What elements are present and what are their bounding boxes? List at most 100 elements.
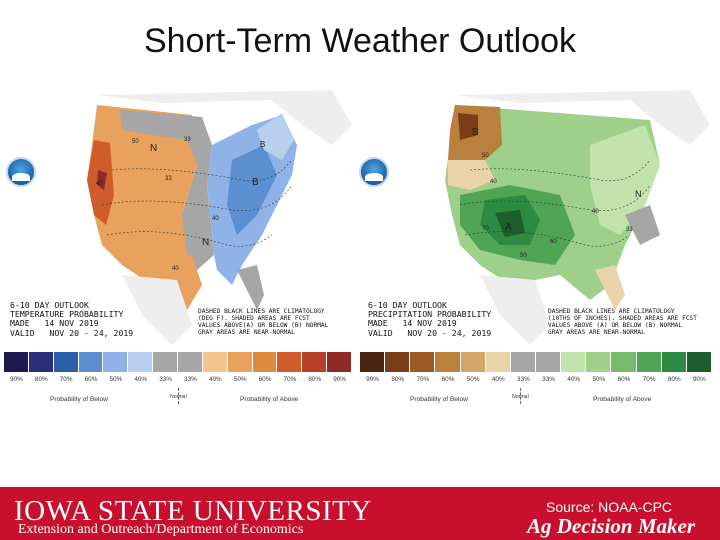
- scale-swatch: [636, 352, 662, 372]
- map-label: B: [252, 177, 259, 188]
- noaa-logo: [6, 157, 36, 187]
- scale-value-label: 70%: [642, 376, 656, 383]
- scale-swatch: [460, 352, 486, 372]
- scale-value-label: 60%: [258, 376, 272, 383]
- outlook-title: 6-10 DAY OUTLOOK: [10, 300, 89, 310]
- scale-swatch: [360, 352, 386, 372]
- university-logo-text: IOWA STATE UNIVERSITY: [14, 495, 372, 527]
- map-label: N: [202, 237, 209, 248]
- temperature-outlook-header: 6-10 DAY OUTLOOK TEMPERATURE PROBABILITY…: [10, 300, 133, 338]
- map-label: 50: [132, 139, 139, 145]
- scale-value-label: 90%: [10, 376, 23, 383]
- scale-swatch: [53, 352, 79, 372]
- map-label: B: [260, 140, 265, 149]
- scale-value-label: 90%: [693, 376, 706, 383]
- temperature-probability-color-scale: [4, 352, 353, 372]
- ag-decision-maker-brand: Ag Decision Maker: [527, 514, 695, 538]
- scale-swatch: [302, 352, 328, 372]
- source-credit: Source: NOAA-CPC: [546, 499, 673, 515]
- page-title: Short-Term Weather Outlook: [143, 22, 577, 60]
- temperature-outlook-note: DASHED BLACK LINES ARE CLIMATOLOGY (DEG …: [198, 308, 329, 336]
- scale-value-label: 33%: [517, 376, 530, 383]
- map-label: 40: [592, 209, 599, 215]
- precipitation-normal-label: Normal: [512, 394, 529, 400]
- scale-value-label: 60%: [84, 376, 98, 383]
- scale-swatch: [535, 352, 562, 372]
- map-label: 60: [550, 239, 557, 245]
- scale-swatch: [128, 352, 154, 372]
- map-label: 33: [626, 227, 633, 233]
- map-label: A: [505, 222, 512, 233]
- scale-swatch: [103, 352, 129, 372]
- outlook-made-date: MADE 14 NOV 2019: [10, 318, 99, 329]
- footer-bar: [0, 487, 720, 540]
- scale-value-label: 50%: [592, 376, 606, 383]
- scale-value-label: 40%: [491, 376, 505, 383]
- department-subtitle: Extension and Outreach/Department of Eco…: [18, 522, 304, 537]
- scale-value-label: 70%: [416, 376, 430, 383]
- map-label: 33: [165, 176, 172, 182]
- outlook-made-date: MADE 14 NOV 2019: [368, 318, 457, 329]
- temperature-above-label: Probability of Above: [240, 396, 299, 403]
- scale-value-label: 60%: [441, 376, 455, 383]
- map-label: B: [472, 127, 479, 138]
- map-label: 50: [520, 253, 527, 259]
- scale-swatch: [4, 352, 29, 372]
- scale-value-label: 33%: [159, 376, 172, 383]
- map-label: N: [150, 143, 157, 154]
- normal-divider: [520, 388, 521, 404]
- temperature-below-label: Probability of Below: [50, 396, 108, 403]
- precipitation-above-label: Probability of Above: [593, 396, 652, 403]
- temperature-map-graphic: N N B 40 50 33 40 33 40 B: [2, 85, 357, 350]
- scale-swatch: [178, 352, 203, 372]
- scale-swatch: [202, 352, 228, 372]
- scale-value-label: 60%: [617, 376, 631, 383]
- scale-swatch: [661, 352, 687, 372]
- scale-swatch: [561, 352, 587, 372]
- map-label: 40: [212, 216, 219, 222]
- scale-value-label: 40%: [134, 376, 148, 383]
- temperature-normal-label: Normal: [170, 394, 187, 400]
- precipitation-scale-values: 90% 80% 70% 60% 50% 40% 33% 33% 40% 50% 60% 70% 80% 9…: [360, 376, 712, 383]
- noaa-logo: [359, 157, 389, 187]
- scale-value-label: 33%: [184, 376, 197, 383]
- map-label: 40: [172, 266, 179, 272]
- scale-value-label: 33%: [542, 376, 555, 383]
- scale-value-label: 80%: [391, 376, 405, 383]
- scale-swatch: [410, 352, 436, 372]
- scale-swatch: [277, 352, 303, 372]
- map-label: 33: [184, 137, 191, 143]
- scale-value-label: 80%: [34, 376, 48, 383]
- map-label: 50: [482, 153, 489, 159]
- scale-swatch: [385, 352, 411, 372]
- map-label: 70: [482, 226, 489, 232]
- scale-value-label: 70%: [283, 376, 297, 383]
- map-label: 40: [96, 181, 103, 187]
- scale-swatch: [586, 352, 612, 372]
- scale-value-label: 90%: [333, 376, 346, 383]
- map-label: N: [635, 189, 642, 199]
- scale-swatch: [153, 352, 179, 372]
- outlook-title: 6-10 DAY OUTLOOK: [368, 300, 447, 310]
- temperature-outlook-map: N N B 40 50 33 40 33 40 B 6-10 DAY OUTLO…: [2, 85, 357, 415]
- scale-value-label: 40%: [567, 376, 581, 383]
- scale-swatch: [611, 352, 637, 372]
- temperature-scale-values: 90% 80% 70% 60% 50% 40% 33% 33% 40% 50% 60% 70% 80% 9…: [4, 376, 352, 383]
- scale-swatch: [78, 352, 104, 372]
- outlook-product: TEMPERATURE PROBABILITY: [10, 309, 124, 320]
- precipitation-outlook-map: B 50 40 A 70 50 60 33 40 N 6-10 DAY OUTL…: [360, 85, 715, 415]
- scale-value-label: 50%: [466, 376, 480, 383]
- scale-swatch: [227, 352, 253, 372]
- us-west-above-region: [87, 105, 197, 285]
- scale-value-label: 70%: [59, 376, 73, 383]
- scale-swatch: [252, 352, 278, 372]
- outlook-product: PRECIPITATION PROBABILITY: [368, 309, 492, 320]
- precipitation-probability-color-scale: [360, 352, 712, 372]
- scale-swatch: [686, 352, 712, 372]
- scale-value-label: 50%: [109, 376, 123, 383]
- scale-value-label: 80%: [667, 376, 681, 383]
- normal-divider: [178, 388, 179, 404]
- scale-value-label: 50%: [233, 376, 247, 383]
- precipitation-outlook-note: DASHED BLACK LINES ARE CLIMATOLOGY (10TH…: [548, 308, 698, 336]
- precipitation-below-label: Probability of Below: [410, 396, 468, 403]
